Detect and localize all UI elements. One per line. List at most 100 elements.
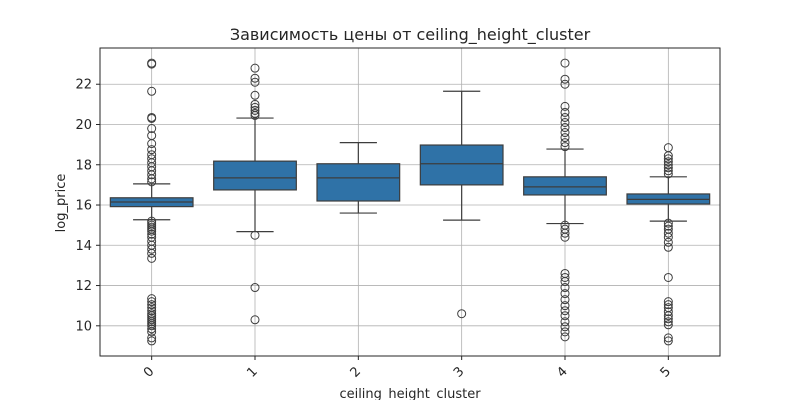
outlier-point — [663, 154, 673, 164]
outlier-point — [663, 272, 673, 282]
outlier-point — [663, 228, 673, 238]
outlier-point — [560, 283, 570, 293]
outlier-point — [560, 272, 570, 282]
outlier-point — [663, 320, 673, 330]
outlier-point — [663, 307, 673, 317]
outlier-point — [663, 237, 673, 247]
outlier-point — [560, 128, 570, 138]
outlier-point — [147, 59, 157, 69]
x-tick-label: 0 — [141, 364, 157, 380]
outlier-point — [147, 124, 157, 134]
y-tick-label: 16 — [75, 199, 92, 214]
outlier-point — [147, 297, 157, 307]
outlier-point — [663, 314, 673, 324]
y-tick-label: 14 — [75, 239, 92, 254]
outlier-point — [560, 301, 570, 311]
y-ticks: 10 12 14 16 18 20 22 — [75, 78, 100, 334]
outlier-point — [663, 311, 673, 321]
outlier-point — [147, 229, 157, 239]
outlier-point — [663, 297, 673, 307]
outlier-point — [663, 218, 673, 228]
outlier-point — [250, 315, 260, 325]
x-tick-label: 1 — [244, 364, 260, 380]
outlier-point — [560, 79, 570, 89]
outlier-point — [560, 289, 570, 299]
box-group-2 — [316, 142, 401, 214]
outlier-point — [663, 232, 673, 242]
outlier-point — [250, 99, 260, 109]
outlier-point — [147, 333, 157, 343]
outlier-point — [147, 336, 157, 346]
box-iqr — [316, 163, 401, 202]
outlier-point — [663, 317, 673, 327]
outlier-point — [147, 244, 157, 254]
box-iqr — [419, 144, 504, 186]
outlier-point — [147, 170, 157, 180]
outlier-point — [250, 63, 260, 73]
x-tick-label: 4 — [554, 364, 570, 380]
outlier-point — [560, 332, 570, 342]
boxes — [109, 58, 711, 346]
outlier-point — [560, 142, 570, 152]
outlier-point — [147, 145, 157, 155]
box-iqr — [523, 176, 607, 196]
outlier-point — [147, 324, 157, 334]
outlier-point — [663, 336, 673, 346]
outlier-point — [147, 139, 157, 149]
y-tick-label: 12 — [75, 279, 92, 294]
outlier-point — [147, 294, 157, 304]
outlier-point — [457, 309, 467, 319]
x-tick-label: 2 — [348, 364, 364, 380]
outlier-point — [560, 117, 570, 127]
outlier-point — [663, 333, 673, 343]
outlier-point — [560, 232, 570, 242]
outlier-point — [560, 112, 570, 122]
outlier-point — [560, 133, 570, 143]
outlier-point — [663, 221, 673, 231]
box-group-4 — [523, 58, 607, 342]
outlier-point — [560, 295, 570, 305]
box-group-5 — [626, 143, 711, 346]
y-tick-label: 22 — [75, 78, 92, 93]
outlier-point — [560, 107, 570, 117]
box-group-0 — [109, 58, 194, 346]
outlier-point — [663, 163, 673, 173]
outlier-point — [147, 300, 157, 310]
outlier-point — [560, 327, 570, 337]
outlier-point — [147, 86, 157, 96]
box-group-1 — [213, 63, 297, 325]
outlier-point — [560, 277, 570, 287]
y-axis-label: log_price — [54, 174, 69, 233]
outlier-point — [560, 228, 570, 238]
outlier-point — [560, 123, 570, 133]
outlier-point — [250, 90, 260, 100]
y-tick-label: 20 — [75, 118, 92, 133]
outlier-point — [560, 306, 570, 316]
x-axis-label: ceiling_height_cluster — [339, 387, 481, 400]
outlier-point — [560, 58, 570, 68]
plot-frame — [99, 47, 721, 357]
outlier-point — [250, 283, 260, 293]
outlier-point — [250, 110, 260, 120]
box-iqr — [213, 160, 297, 191]
outlier-point — [663, 242, 673, 252]
outlier-point — [560, 138, 570, 148]
x-ticks: 0 1 2 3 4 5 — [141, 356, 674, 381]
outlier-point — [663, 157, 673, 167]
outlier-point — [560, 311, 570, 321]
outlier-point — [663, 151, 673, 161]
outlier-point — [147, 253, 157, 263]
outlier-point — [147, 306, 157, 316]
outlier-point — [560, 74, 570, 84]
chart-title: Зависимость цены от ceiling_height_clust… — [230, 25, 591, 45]
outlier-point — [147, 174, 157, 184]
outlier-point — [560, 317, 570, 327]
outlier-point — [250, 77, 260, 87]
outlier-point — [147, 177, 157, 187]
x-tick-label: 3 — [451, 364, 467, 380]
y-tick-label: 18 — [75, 158, 92, 173]
outlier-point — [663, 169, 673, 179]
outlier-point — [147, 113, 157, 123]
outlier-point — [250, 105, 260, 115]
outlier-point — [560, 101, 570, 111]
